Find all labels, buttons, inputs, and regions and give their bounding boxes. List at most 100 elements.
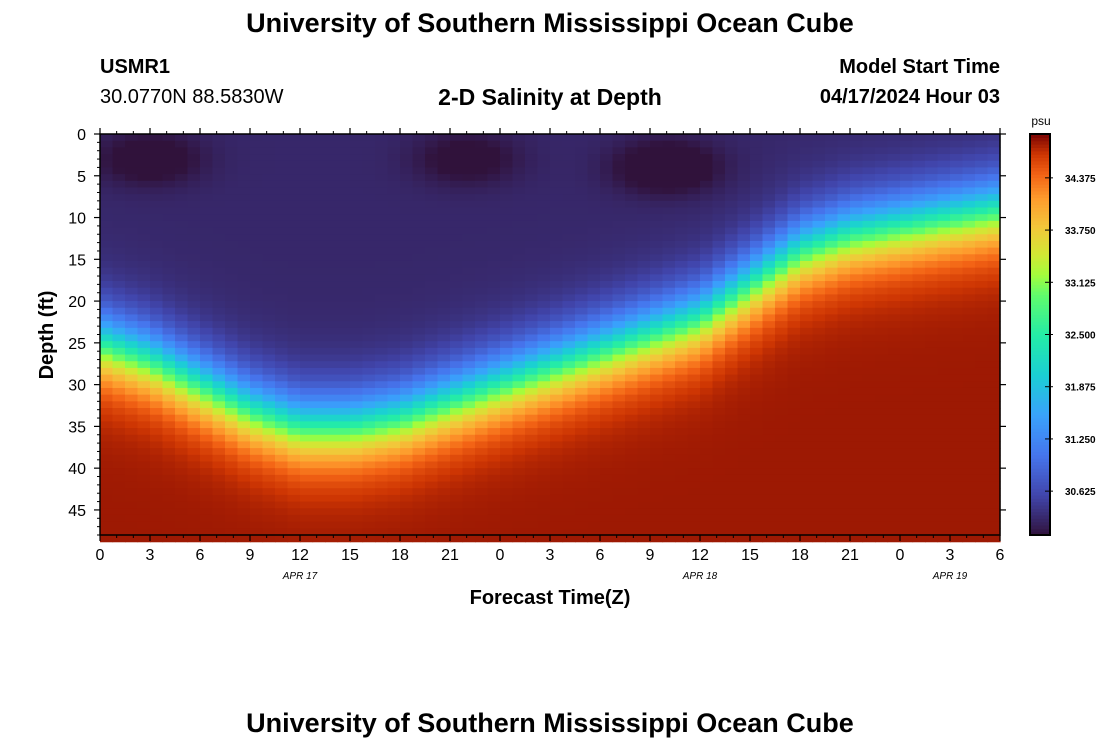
heatmap-cell bbox=[900, 528, 914, 536]
heatmap-cell bbox=[400, 214, 414, 222]
heatmap-cell bbox=[662, 474, 676, 483]
heatmap-cell bbox=[712, 287, 726, 295]
heatmap-cell bbox=[137, 494, 151, 503]
heatmap-cell bbox=[475, 214, 489, 222]
heatmap-cell bbox=[862, 381, 876, 389]
heatmap-cell bbox=[112, 167, 126, 175]
heatmap-cell bbox=[525, 167, 539, 175]
heatmap-cell bbox=[862, 174, 876, 182]
colorbar-segment bbox=[1030, 244, 1050, 249]
heatmap-cell bbox=[225, 454, 239, 463]
heatmap-cell bbox=[850, 287, 864, 295]
heatmap-cell bbox=[187, 488, 201, 496]
heatmap-cell bbox=[737, 514, 751, 523]
heatmap-cell bbox=[712, 247, 726, 255]
heatmap-cell bbox=[550, 274, 564, 282]
heatmap-cell bbox=[337, 187, 351, 195]
heatmap-cell bbox=[850, 387, 864, 396]
heatmap-cell bbox=[837, 287, 851, 295]
heatmap-cell bbox=[100, 200, 114, 209]
heatmap-cell bbox=[162, 448, 176, 456]
heatmap-cell bbox=[125, 508, 139, 516]
heatmap-cell bbox=[112, 200, 126, 209]
heatmap-cell bbox=[350, 441, 364, 449]
heatmap-cell bbox=[562, 200, 576, 209]
heatmap-cell bbox=[112, 207, 126, 215]
heatmap-cell bbox=[487, 494, 501, 503]
heatmap-cell bbox=[425, 334, 439, 342]
heatmap-cell bbox=[912, 347, 926, 356]
heatmap-cell bbox=[337, 140, 351, 148]
heatmap-cell bbox=[337, 528, 351, 536]
heatmap-cell bbox=[250, 448, 264, 456]
heatmap-cell bbox=[512, 134, 526, 142]
heatmap-cell bbox=[475, 535, 489, 543]
heatmap-cell bbox=[262, 535, 276, 543]
heatmap-cell bbox=[250, 535, 264, 543]
heatmap-cell bbox=[362, 387, 376, 396]
heatmap-cell bbox=[587, 301, 601, 309]
heatmap-cell bbox=[675, 134, 689, 142]
heatmap-cell bbox=[350, 387, 364, 396]
heatmap-cell bbox=[637, 387, 651, 396]
heatmap-cell bbox=[912, 214, 926, 222]
heatmap-cell bbox=[562, 267, 576, 275]
heatmap-cell bbox=[100, 214, 114, 222]
heatmap-cell bbox=[250, 508, 264, 516]
heatmap-cell bbox=[400, 428, 414, 436]
heatmap-cell bbox=[662, 341, 676, 349]
heatmap-cell bbox=[912, 387, 926, 396]
heatmap-cell bbox=[250, 354, 264, 362]
heatmap-cell bbox=[987, 160, 1001, 169]
heatmap-cell bbox=[937, 381, 951, 389]
heatmap-cell bbox=[562, 287, 576, 295]
heatmap-cell bbox=[262, 361, 276, 369]
heatmap-cell bbox=[912, 408, 926, 416]
heatmap-cell bbox=[137, 401, 151, 409]
heatmap-cell bbox=[437, 468, 451, 476]
heatmap-cell bbox=[775, 508, 789, 516]
heatmap-cell bbox=[275, 294, 289, 302]
heatmap-cell bbox=[687, 247, 701, 255]
heatmap-cell bbox=[300, 528, 314, 536]
heatmap-cell bbox=[775, 501, 789, 509]
heatmap-cell bbox=[375, 434, 389, 443]
heatmap-cell bbox=[462, 147, 476, 155]
heatmap-cell bbox=[450, 434, 464, 443]
heatmap-cell bbox=[650, 448, 664, 456]
heatmap-cell bbox=[887, 474, 901, 483]
heatmap-cell bbox=[487, 174, 501, 182]
heatmap-cell bbox=[512, 220, 526, 229]
heatmap-cell bbox=[487, 448, 501, 456]
heatmap-cell bbox=[150, 461, 164, 469]
heatmap-cell bbox=[187, 234, 201, 242]
heatmap-cell bbox=[725, 234, 739, 242]
heatmap-cell bbox=[637, 481, 651, 489]
heatmap-cell bbox=[150, 301, 164, 309]
heatmap-cell bbox=[275, 200, 289, 209]
heatmap-cell bbox=[950, 254, 964, 262]
heatmap-cell bbox=[937, 260, 951, 269]
heatmap-cell bbox=[950, 434, 964, 443]
heatmap-cell bbox=[462, 187, 476, 195]
heatmap-cell bbox=[600, 314, 614, 322]
heatmap-cell bbox=[475, 514, 489, 523]
heatmap-cell bbox=[462, 448, 476, 456]
heatmap-cell bbox=[812, 494, 826, 503]
heatmap-cell bbox=[150, 307, 164, 316]
heatmap-cell bbox=[162, 514, 176, 523]
heatmap-cell bbox=[500, 414, 514, 422]
heatmap-cell bbox=[700, 387, 714, 396]
heatmap-cell bbox=[400, 408, 414, 416]
heatmap-cell bbox=[150, 481, 164, 489]
heatmap-cell bbox=[300, 227, 314, 235]
heatmap-cell bbox=[137, 314, 151, 322]
heatmap-cell bbox=[250, 247, 264, 255]
heatmap-cell bbox=[887, 134, 901, 142]
heatmap-cell bbox=[562, 354, 576, 362]
heatmap-cell bbox=[162, 528, 176, 536]
heatmap-cell bbox=[537, 481, 551, 489]
heatmap-cell bbox=[675, 408, 689, 416]
heatmap-cell bbox=[950, 321, 964, 329]
heatmap-cell bbox=[112, 247, 126, 255]
